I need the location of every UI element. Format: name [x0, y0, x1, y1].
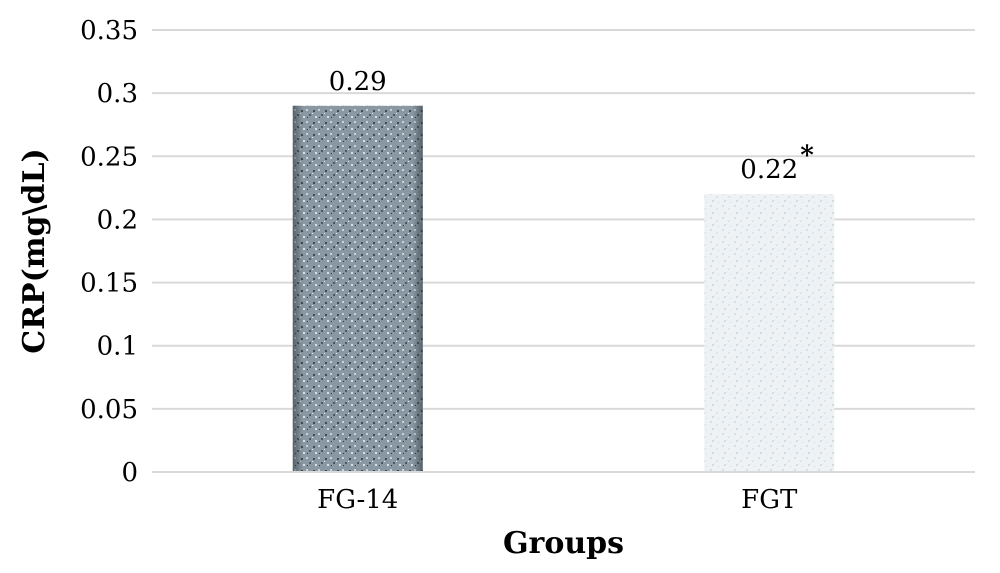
y-tick-label: 0.15 — [80, 269, 138, 299]
x-axis-title: Groups — [503, 526, 624, 561]
bar-edge-shade — [292, 105, 423, 473]
y-tick-label: 0 — [121, 458, 138, 488]
bars: 0.29 0.22 * — [292, 67, 835, 473]
data-label: 0.29 — [329, 67, 387, 97]
y-tick-label: 0.05 — [80, 395, 138, 425]
y-tick-label: 0.25 — [80, 142, 138, 172]
y-tick-label: 0.1 — [97, 332, 138, 362]
gridlines — [152, 29, 975, 410]
x-category-label: FG-14 — [317, 485, 398, 515]
x-category-label: FGT — [741, 485, 798, 515]
bar-fgt — [704, 194, 835, 472]
y-tick-label: 0.35 — [80, 16, 138, 46]
x-axis-categories: FG-14 FGT — [317, 485, 798, 515]
y-tick-label: 0.3 — [97, 79, 138, 109]
y-axis-ticks: 0 0.05 0.1 0.15 0.2 0.25 0.3 0.35 — [80, 16, 138, 488]
y-tick-label: 0.2 — [97, 205, 138, 235]
significance-marker: * — [800, 141, 814, 171]
y-axis-title: CRP(mg\dL) — [17, 148, 52, 354]
data-label: 0.22 — [740, 155, 798, 185]
